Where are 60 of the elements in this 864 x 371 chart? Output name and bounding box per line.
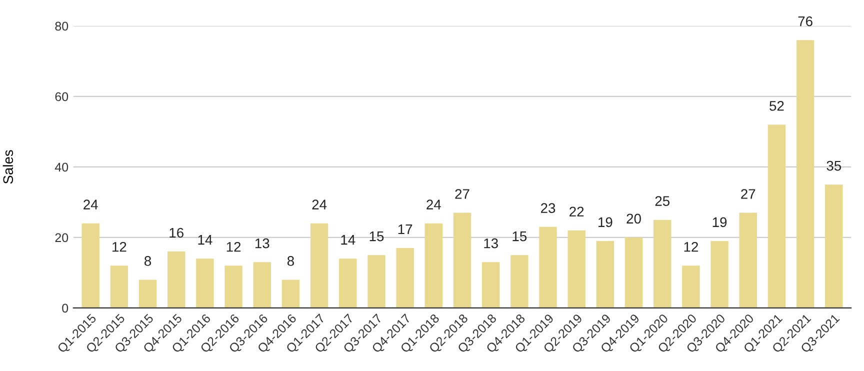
data-label: 13 [484,238,498,248]
bar [653,220,672,308]
data-label: 24 [84,200,98,210]
bar [82,223,100,308]
bar [253,262,271,308]
data-label: 23 [540,203,556,214]
y-tick-label: 20 [55,233,68,242]
bar [453,212,472,308]
bar [825,184,843,308]
bar [768,124,786,308]
bar [739,212,757,308]
data-label: 12 [112,242,126,252]
y-axis-title: Sales [2,150,14,184]
data-label: 12 [684,242,698,252]
bar [310,223,328,308]
data-label: 19 [712,217,727,228]
data-label: 8 [144,256,152,266]
data-label: 22 [570,206,584,216]
bar [539,226,557,308]
bar [624,237,643,308]
data-label: 52 [770,100,784,111]
bar [368,255,386,308]
bar [710,240,728,308]
y-tick-label: 80 [55,22,68,31]
bar [682,266,700,308]
bar [424,223,443,308]
data-label: 27 [455,189,470,199]
bar [482,262,500,308]
data-label: 16 [170,228,184,238]
bar [167,252,186,308]
data-label: 76 [798,16,812,26]
bar [138,280,157,308]
bar [224,266,242,308]
data-label: 14 [341,235,356,245]
data-label: 15 [512,232,527,242]
y-tick-label: 40 [54,162,68,172]
data-label: 24 [426,200,441,210]
bar [596,240,614,308]
data-label: 20 [626,214,641,224]
bar [568,230,586,308]
bar [396,248,414,308]
data-label: 14 [198,235,212,245]
data-label: 17 [398,224,412,234]
data-label: 25 [655,196,670,206]
bar [196,258,214,308]
data-label: 35 [826,160,842,171]
data-label: 24 [312,200,327,210]
data-label: 15 [370,232,384,242]
data-label: 13 [255,238,270,248]
data-label: 27 [741,189,756,199]
data-label: 12 [226,242,241,252]
bar [796,40,814,308]
bar [282,280,300,308]
bar [510,255,528,308]
data-label: 19 [598,217,612,228]
bar [339,258,357,308]
y-tick-label: 0 [62,304,68,313]
bar [110,266,128,308]
y-tick-label: 60 [55,92,68,102]
data-label: 8 [287,256,294,266]
